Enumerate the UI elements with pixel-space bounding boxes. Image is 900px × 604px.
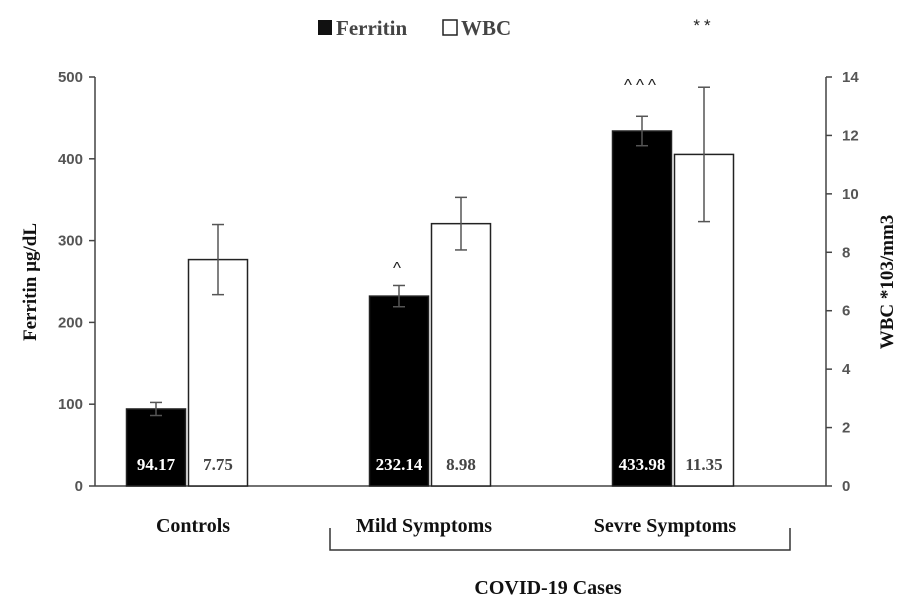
legend: Ferritin WBC — [318, 16, 511, 40]
category-label: Controls — [156, 515, 230, 537]
bar-ferritin-2 — [611, 130, 673, 487]
right-tick-label: 8 — [842, 244, 850, 261]
bar-ferritin-1 — [368, 295, 430, 487]
significance-marker: ** — [693, 16, 714, 35]
left-tick-label: 300 — [58, 233, 83, 250]
data-label-ferritin: 94.17 — [137, 455, 176, 474]
left-tick-label: 400 — [58, 151, 83, 168]
right-tick-label: 12 — [842, 127, 859, 144]
category-label: Sevre Symptoms — [594, 515, 737, 537]
legend-swatch-ferritin — [318, 20, 332, 35]
bar-wbc-0 — [187, 258, 249, 487]
significance-marker: ^^^ — [624, 75, 660, 94]
right-tick-label: 4 — [842, 361, 851, 378]
left-tick-label: 500 — [58, 69, 83, 86]
significance-marker: ^ — [393, 258, 405, 277]
left-axis-ticks: 0 100 200 300 400 500 — [58, 69, 95, 495]
legend-swatch-wbc — [442, 19, 458, 36]
right-axis-title: WBC *103/mm3 — [877, 215, 898, 350]
right-tick-label: 10 — [842, 186, 859, 203]
data-label-ferritin: 433.98 — [619, 455, 666, 474]
bar-ferritin-0 — [125, 408, 187, 487]
legend-label-wbc: WBC — [461, 16, 511, 40]
group-bracket — [329, 528, 791, 551]
left-tick-label: 200 — [58, 314, 83, 331]
category-label: Mild Symptoms — [356, 515, 492, 537]
data-label-ferritin: 232.14 — [376, 455, 423, 474]
legend-label-ferritin: Ferritin — [336, 16, 407, 40]
right-tick-label: 14 — [842, 69, 859, 86]
left-tick-label: 0 — [75, 478, 83, 495]
left-axis-title: Ferritin µg/dL — [20, 223, 41, 341]
bars: 94.17 232.14 ^ 433.98 ^^^ 7.75 8.98 11.35 ** — [125, 16, 735, 487]
left-tick-label: 100 — [58, 396, 83, 413]
category-labels: Controls Mild Symptoms Sevre Symptoms — [156, 515, 736, 537]
right-tick-label: 6 — [842, 303, 850, 320]
right-tick-label: 2 — [842, 420, 850, 437]
right-axis-ticks: 0 2 4 6 8 10 12 14 — [826, 69, 859, 495]
data-label-wbc: 7.75 — [203, 455, 233, 474]
right-tick-label: 0 — [842, 478, 850, 495]
data-label-wbc: 11.35 — [685, 455, 722, 474]
bar-wbc-1 — [430, 222, 492, 487]
group-label: COVID-19 Cases — [474, 577, 621, 599]
data-label-wbc: 8.98 — [446, 455, 476, 474]
